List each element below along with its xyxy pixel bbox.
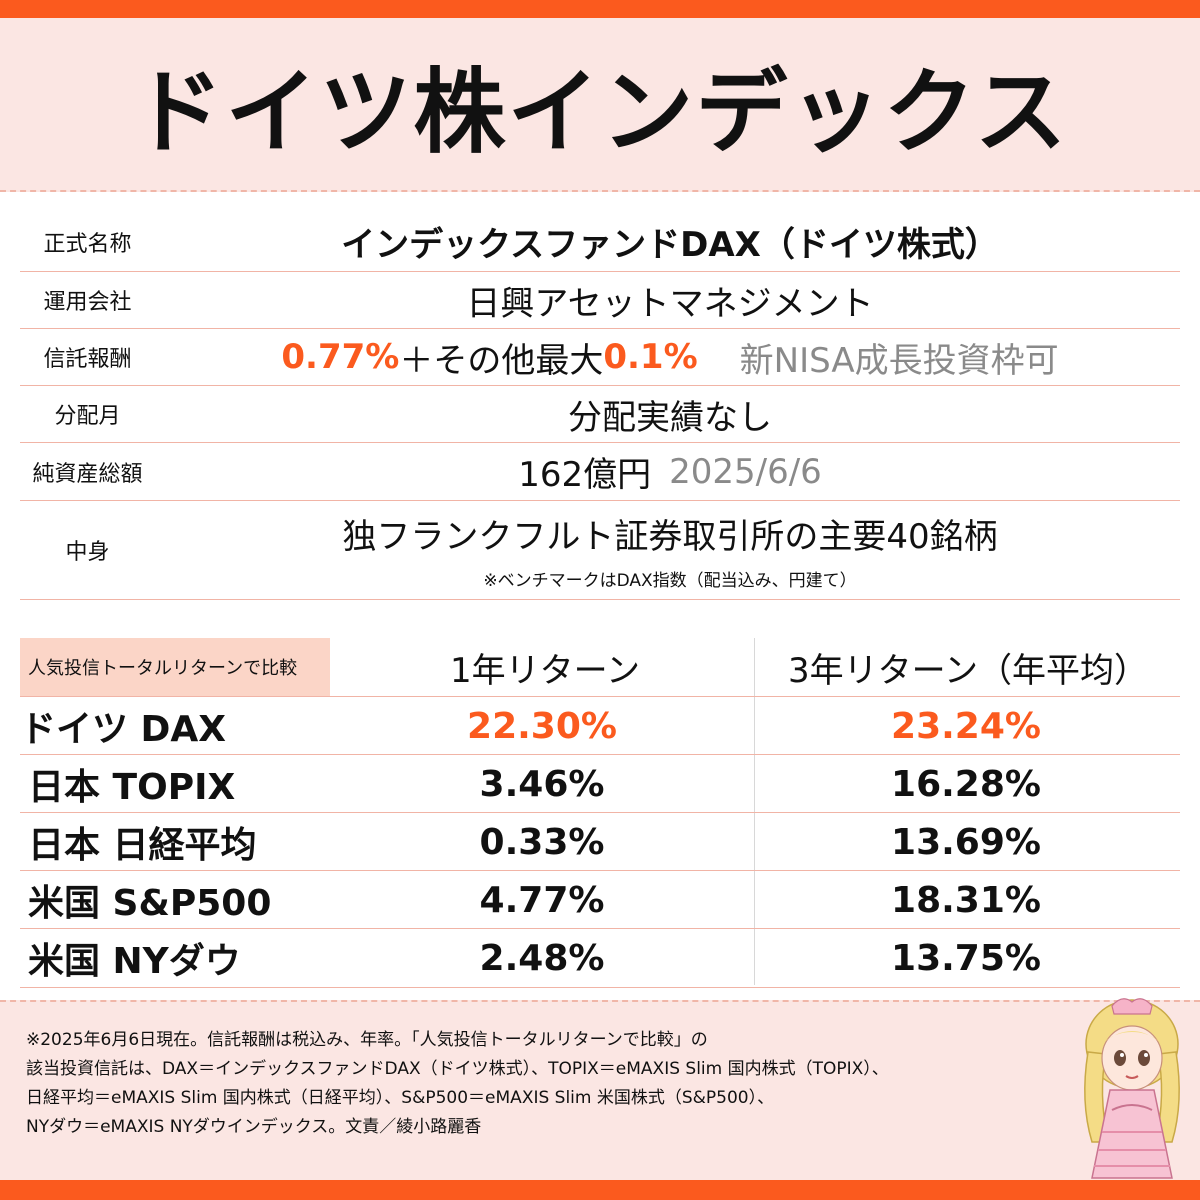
fee-mid-text: ＋その他最大 — [399, 340, 604, 381]
index-name: 米国 S&P500 — [28, 883, 272, 924]
character-illustration — [1084, 998, 1180, 1179]
info-label: 正式名称 — [43, 231, 132, 257]
manager-value: 日興アセットマネジメント — [466, 283, 874, 324]
info-row-official-name: 正式名称 インデックスファンドDAX（ドイツ株式） — [20, 212, 1180, 272]
table-row: 米国 S&P500 4.77% 18.31% — [20, 870, 1180, 929]
info-row-distribution: 分配月 分配実績なし — [20, 386, 1180, 443]
official-name-value: インデックスファンドDAX（ドイツ株式） — [341, 225, 999, 265]
column-header-1y: 1年リターン — [450, 650, 640, 691]
return-3y: 16.28% — [891, 763, 1041, 805]
fee-rate: 0.77% — [281, 337, 400, 377]
column-header-3y: 3年リターン（年平均） — [788, 650, 1148, 691]
info-row-aum: 純資産総額 162億円 2025/6/6 — [20, 443, 1180, 501]
info-label: 中身 — [65, 540, 110, 565]
return-1y: 4.77% — [479, 879, 605, 921]
return-1y: 22.30% — [467, 705, 617, 747]
return-3y: 18.31% — [891, 879, 1041, 921]
return-3y: 23.24% — [891, 705, 1041, 747]
distribution-value: 分配実績なし — [568, 397, 772, 438]
top-accent-bar — [0, 0, 1200, 18]
info-label: 分配月 — [54, 404, 121, 429]
column-divider — [754, 638, 755, 985]
content-panel — [0, 192, 1200, 1000]
table-row: 米国 NYダウ 2.48% 13.75% — [20, 928, 1180, 988]
return-1y: 2.48% — [479, 937, 605, 979]
info-label: 純資産総額 — [32, 461, 143, 487]
info-row-fee: 信託報酬 0.77% ＋その他最大 0.1% 新NISA成長投資枠可 — [20, 329, 1180, 386]
content-description: 独フランクフルト証券取引所の主要40銘柄 — [342, 517, 998, 557]
index-name: 日本 TOPIX — [28, 767, 236, 808]
title-area: ドイツ株インデックス — [0, 18, 1200, 190]
footer-divider — [0, 1000, 1200, 1002]
info-row-content: 中身 独フランクフルト証券取引所の主要40銘柄 ※ベンチマークはDAX指数（配当… — [20, 501, 1180, 600]
aum-value: 162億円 2025/6/6 — [160, 443, 1180, 500]
return-1y: 3.46% — [479, 763, 605, 805]
fee-extra: 0.1% — [603, 337, 698, 377]
title-divider — [0, 190, 1200, 192]
table-row: ドイツ DAX 22.30% 23.24% — [20, 696, 1180, 755]
info-label: 運用会社 — [43, 290, 132, 315]
return-3y: 13.75% — [891, 937, 1041, 979]
nisa-eligibility: 新NISA成長投資枠可 — [739, 340, 1059, 381]
table-row: 日本 日経平均 0.33% 13.69% — [20, 812, 1180, 871]
content-value: 独フランクフルト証券取引所の主要40銘柄 ※ベンチマークはDAX指数（配当込み、… — [160, 501, 1180, 599]
page-title: ドイツ株インデックス — [131, 58, 1069, 166]
table-row: 日本 TOPIX 3.46% 16.28% — [20, 754, 1180, 813]
benchmark-note: ※ベンチマークはDAX指数（配当込み、円建て） — [483, 571, 857, 591]
fee-value: 0.77% ＋その他最大 0.1% 新NISA成長投資枠可 — [160, 329, 1180, 385]
return-3y: 13.69% — [891, 821, 1041, 863]
footnote: ※2025年6月6日現在。信託報酬は税込み、年率。「人気投信トータルリターンで比… — [26, 1026, 926, 1142]
return-1y: 0.33% — [479, 821, 605, 863]
info-row-manager: 運用会社 日興アセットマネジメント — [20, 272, 1180, 329]
comparison-label: 人気投信トータルリターンで比較 — [20, 638, 330, 696]
footnote-line: 日経平均＝eMAXIS Slim 国内株式（日経平均）、S&P500＝eMAXI… — [26, 1088, 775, 1108]
bottom-accent-bar — [0, 1180, 1200, 1200]
aum-date: 2025/6/6 — [669, 451, 822, 492]
footnote-line: ※2025年6月6日現在。信託報酬は税込み、年率。「人気投信トータルリターンで比… — [26, 1030, 708, 1050]
index-name: ドイツ DAX — [20, 709, 227, 750]
footnote-line: NYダウ＝eMAXIS NYダウインデックス。文責／綾小路麗香 — [26, 1117, 482, 1137]
index-name: 日本 日経平均 — [28, 825, 257, 866]
aum-amount: 162億円 — [518, 455, 652, 495]
footnote-line: 該当投資信託は、DAX＝インデックスファンドDAX（ドイツ株式）、TOPIX＝e… — [26, 1059, 889, 1079]
index-name: 米国 NYダウ — [28, 941, 241, 982]
info-label: 信託報酬 — [43, 347, 132, 372]
